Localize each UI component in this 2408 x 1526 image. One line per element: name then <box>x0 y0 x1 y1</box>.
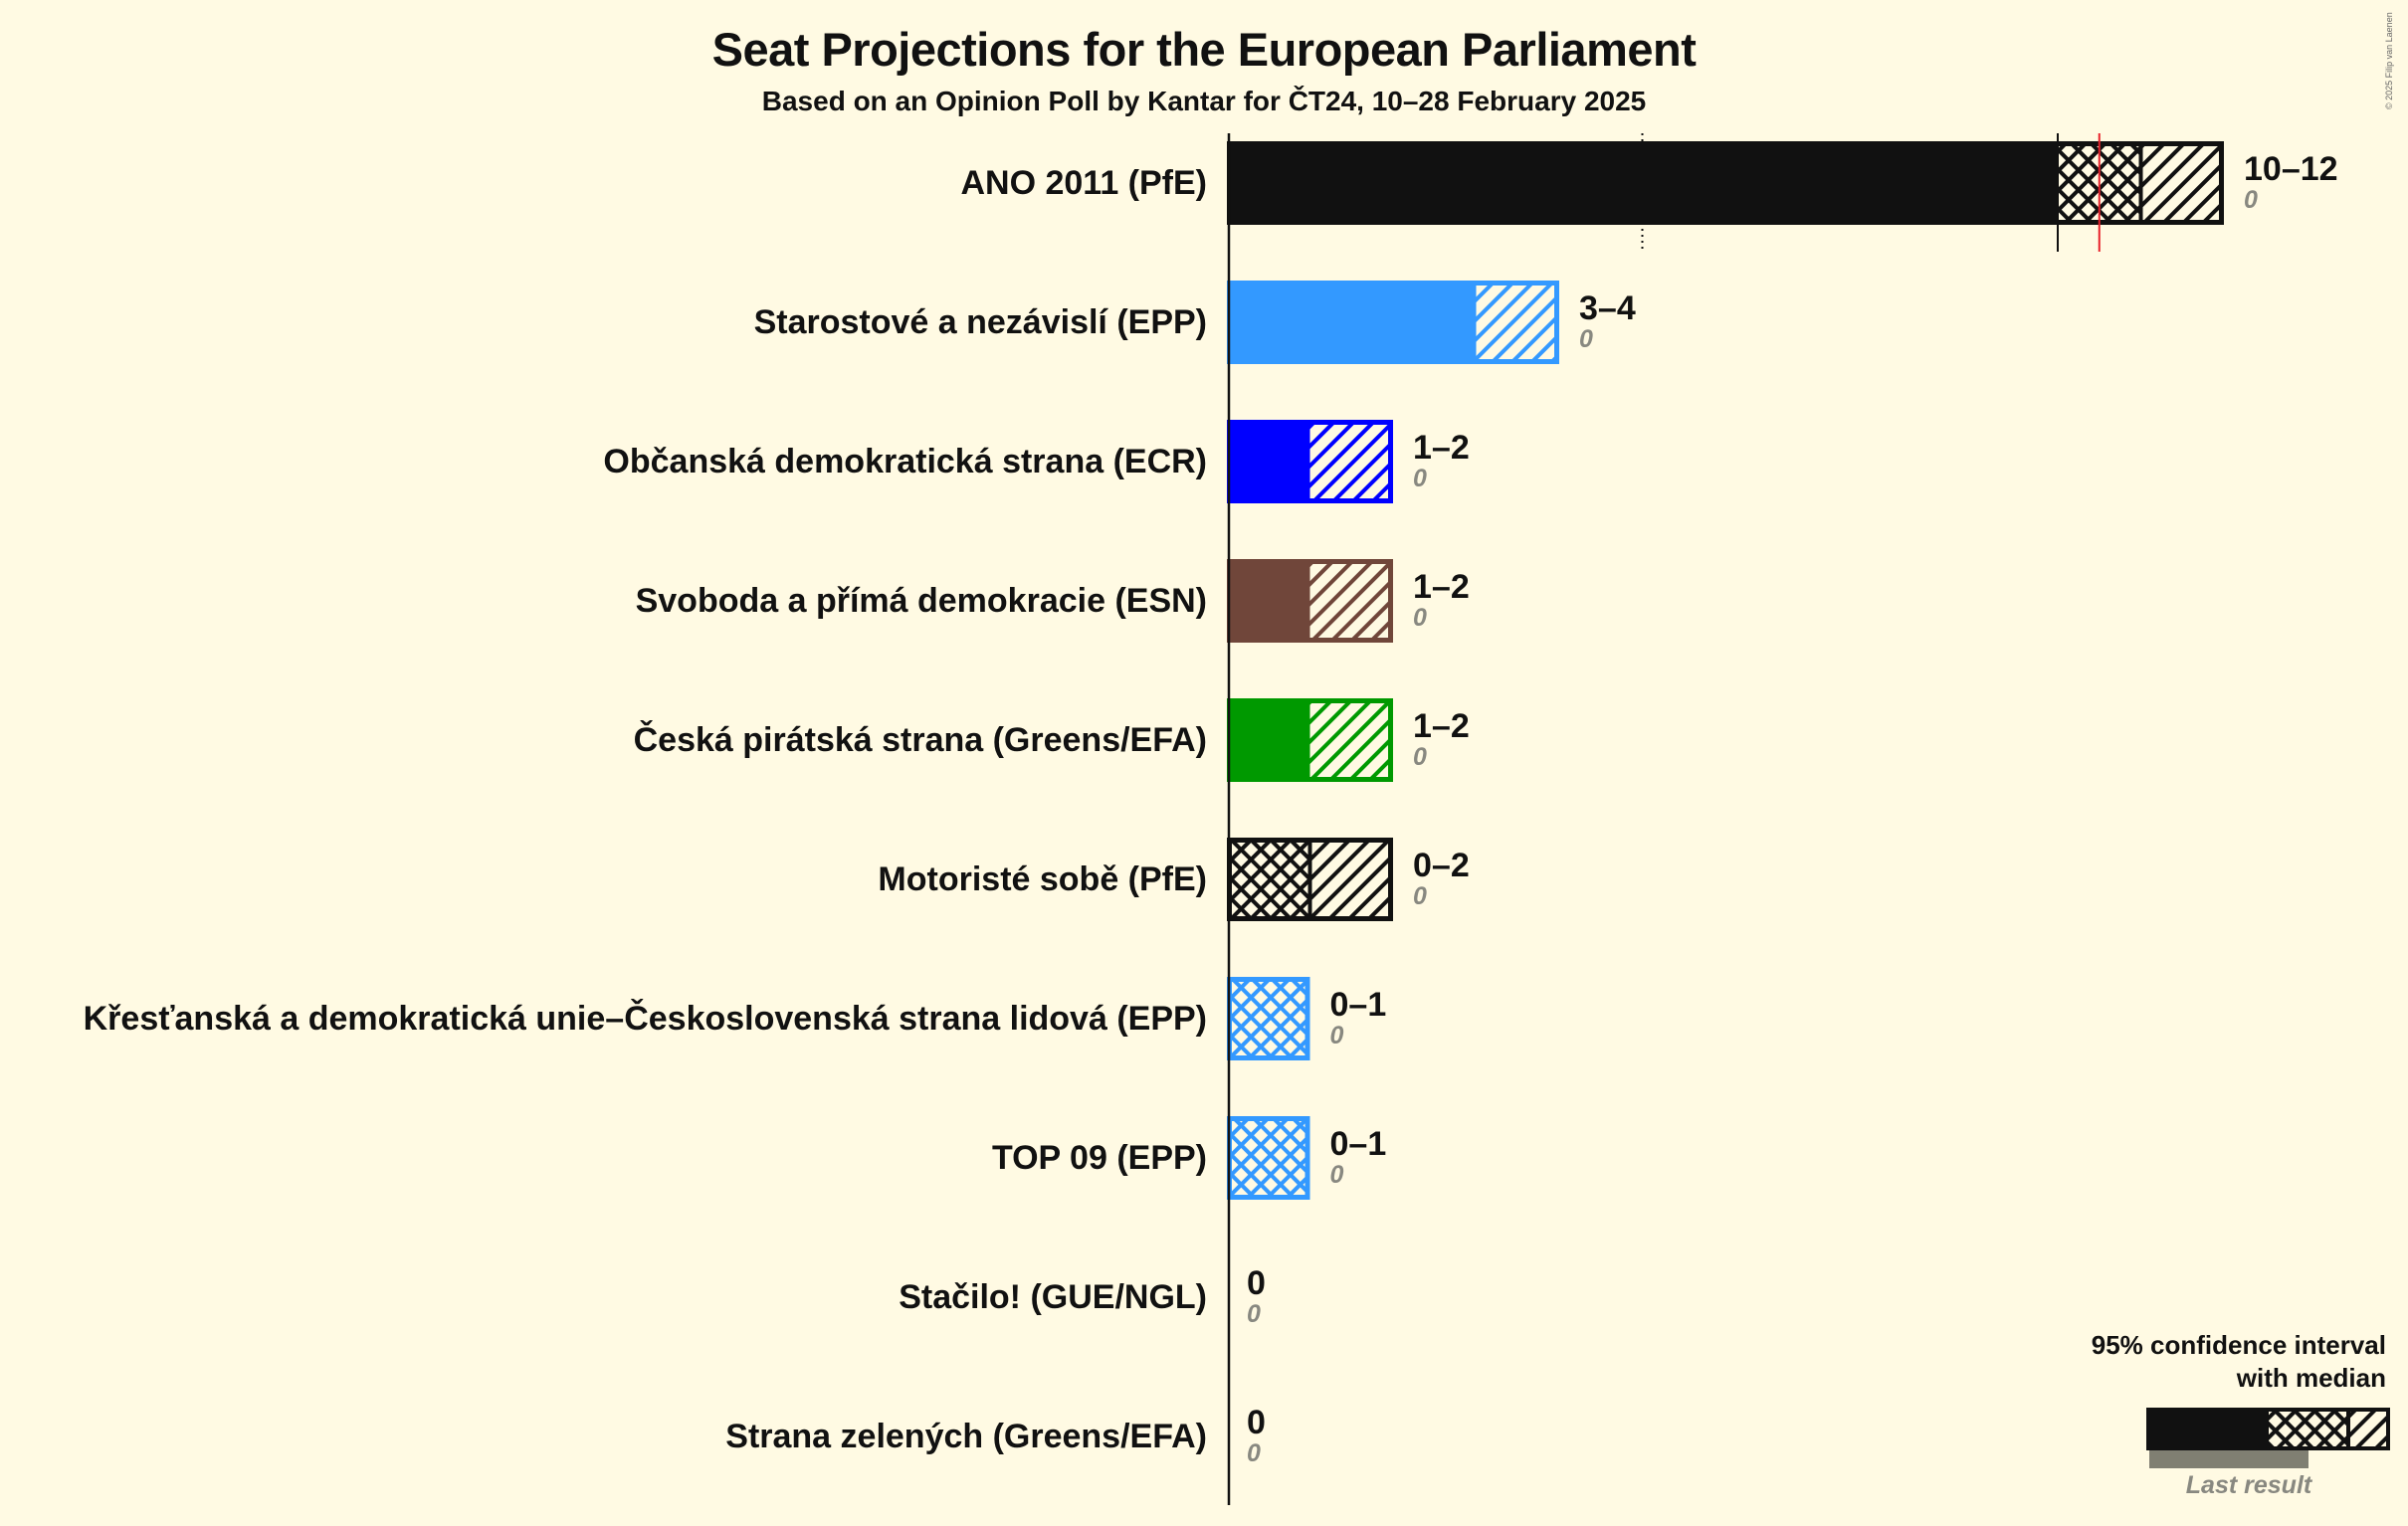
bar-ci-upper <box>2140 141 2224 225</box>
last-result-label: 0 <box>2244 186 2258 214</box>
last-result-label: 0 <box>1329 1161 1344 1189</box>
seat-range-label: 0–1 <box>1329 986 1387 1024</box>
legend-ci-lower <box>2269 1408 2348 1450</box>
chart-subtitle-text: Based on an Opinion Poll by Kantar for Č… <box>761 86 1647 116</box>
chart-title: Seat Projections for the European Parlia… <box>0 22 2408 77</box>
bar-ci-upper <box>1309 838 1393 921</box>
party-name-label: Občanská demokratická strana (ECR) <box>603 443 1207 480</box>
seat-range-label: 3–4 <box>1579 289 1636 327</box>
reference-lines <box>1641 133 2101 252</box>
bar-ci-lower <box>1227 1116 1310 1200</box>
bar-row <box>1227 559 1393 643</box>
bar-row <box>1227 698 1393 782</box>
seat-range-label: 0–2 <box>1413 847 1470 884</box>
legend-solid <box>2146 1408 2269 1450</box>
bars-group <box>1227 141 2224 1200</box>
party-name-label: Starostové a nezávislí (EPP) <box>753 303 1207 341</box>
seat-range-label: 1–2 <box>1413 429 1470 467</box>
seat-range-label: 1–2 <box>1413 707 1470 745</box>
legend-last-result-bar <box>2149 1450 2308 1468</box>
legend-ci-upper <box>2348 1408 2390 1450</box>
last-result-label: 0 <box>1247 1300 1261 1328</box>
party-name-label: Stačilo! (GUE/NGL) <box>899 1278 1207 1316</box>
bar-ci-upper <box>1309 559 1393 643</box>
party-name-label: Křesťanská a demokratická unie–Českoslov… <box>83 1000 1207 1038</box>
seat-range-label: 0 <box>1247 1264 1266 1302</box>
legend-graphic <box>2146 1408 2390 1468</box>
last-result-label: 0 <box>1413 465 1427 492</box>
seat-range-label: 0 <box>1247 1404 1266 1441</box>
bar-ci-upper <box>1476 281 1559 364</box>
bar-row <box>1227 420 1393 503</box>
seat-range-label: 10–12 <box>2244 150 2338 188</box>
party-name-label: Česká pirátská strana (Greens/EFA) <box>633 721 1207 759</box>
party-name-label: Motoristé sobě (PfE) <box>878 860 1207 898</box>
bar-row <box>1227 838 1393 921</box>
bar-solid <box>1227 559 1310 643</box>
last-result-label: 0 <box>1329 1022 1344 1049</box>
bar-ci-lower <box>1227 977 1310 1060</box>
bar-solid <box>1227 420 1310 503</box>
chart-title-text: Seat Projections for the European Parlia… <box>711 23 1697 76</box>
party-name-label: TOP 09 (EPP) <box>991 1139 1207 1177</box>
seat-range-label: 0–1 <box>1329 1125 1387 1163</box>
bar-solid <box>1227 698 1310 782</box>
last-result-label: 0 <box>1413 604 1427 632</box>
party-name-label: ANO 2011 (PfE) <box>960 164 1207 202</box>
legend-title: 95% confidence interval with median <box>2092 1329 2386 1395</box>
party-name-label: Svoboda a přímá demokracie (ESN) <box>635 582 1207 620</box>
party-name-label: Strana zelených (Greens/EFA) <box>725 1418 1207 1455</box>
bar-row <box>1227 1116 1310 1200</box>
legend-title-line2: with median <box>2236 1363 2386 1393</box>
legend-title-line1: 95% confidence interval <box>2091 1330 2386 1360</box>
bar-ci-upper <box>1309 420 1393 503</box>
seat-range-label: 1–2 <box>1413 568 1470 606</box>
last-result-label: 0 <box>1247 1439 1261 1467</box>
bar-row <box>1227 281 1559 364</box>
legend-last-result-label: Last result <box>2185 1471 2312 1499</box>
bar-solid <box>1227 281 1477 364</box>
bar-row <box>1227 141 2224 225</box>
last-result-label: 0 <box>1413 743 1427 771</box>
bar-ci-lower <box>1227 838 1310 921</box>
bar-ci-upper <box>1309 698 1393 782</box>
bar-row <box>1227 977 1310 1060</box>
last-result-label: 0 <box>1579 325 1593 353</box>
last-result-label: 0 <box>1413 882 1427 910</box>
chart-subtitle: Based on an Opinion Poll by Kantar for Č… <box>0 86 2408 117</box>
